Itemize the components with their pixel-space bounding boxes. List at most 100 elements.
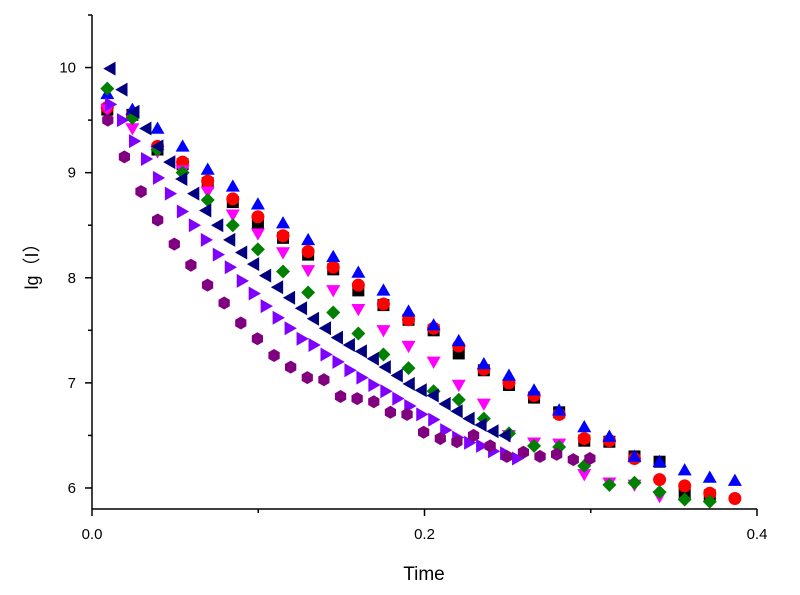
data-point xyxy=(200,186,215,199)
data-point xyxy=(140,151,154,166)
data-point xyxy=(320,347,333,362)
data-point xyxy=(260,299,273,314)
data-point xyxy=(118,150,130,164)
data-point xyxy=(368,377,381,392)
data-point xyxy=(534,449,546,463)
data-point xyxy=(390,368,403,383)
data-point xyxy=(152,213,164,227)
data-point xyxy=(368,395,380,409)
data-point xyxy=(235,316,247,330)
data-point xyxy=(226,192,240,206)
x-tick-label: 0.0 xyxy=(82,526,103,543)
data-point xyxy=(276,264,291,279)
data-point xyxy=(276,247,291,260)
data-point xyxy=(380,384,393,399)
data-point xyxy=(451,333,466,347)
data-point xyxy=(392,391,405,406)
data-point xyxy=(246,257,260,272)
data-point xyxy=(164,186,178,201)
data-point xyxy=(376,325,391,338)
data-point xyxy=(351,265,366,278)
data-point xyxy=(401,340,416,354)
x-tick-label: 0.2 xyxy=(414,526,435,543)
data-point xyxy=(201,278,214,292)
data-point xyxy=(248,286,261,301)
data-point xyxy=(652,485,667,500)
data-point xyxy=(464,435,477,450)
data-point xyxy=(376,297,390,311)
data-point xyxy=(476,398,491,411)
data-point xyxy=(276,229,290,243)
data-point xyxy=(551,447,563,461)
data-point xyxy=(627,449,642,462)
data-point xyxy=(451,379,466,392)
data-point xyxy=(567,453,579,467)
data-point xyxy=(517,445,529,459)
data-point xyxy=(378,360,391,375)
data-point xyxy=(334,390,347,403)
data-point xyxy=(467,428,480,442)
data-point xyxy=(168,237,180,251)
data-point xyxy=(268,349,280,362)
data-point xyxy=(135,185,147,199)
data-point xyxy=(163,155,176,170)
data-point xyxy=(125,123,140,136)
data-point xyxy=(115,82,128,97)
data-point xyxy=(702,494,717,509)
data-point xyxy=(652,454,667,467)
data-point xyxy=(199,203,212,218)
data-point xyxy=(376,283,391,296)
data-point xyxy=(451,435,463,449)
data-point xyxy=(128,134,142,149)
data-point xyxy=(222,232,236,247)
data-point xyxy=(577,469,592,482)
data-point xyxy=(426,356,441,369)
data-point xyxy=(301,371,313,385)
data-point xyxy=(627,475,642,490)
data-point xyxy=(276,216,291,229)
data-point xyxy=(416,407,429,422)
data-point xyxy=(332,354,345,369)
y-axis-label: lg（I） xyxy=(22,234,42,289)
data-point xyxy=(234,245,248,260)
data-point xyxy=(527,383,542,396)
x-tick-label: 0.4 xyxy=(747,526,768,543)
y-tick-label: 8 xyxy=(68,270,76,287)
data-point xyxy=(426,388,439,403)
data-point xyxy=(354,344,367,359)
data-point xyxy=(225,218,240,233)
data-point xyxy=(476,438,489,453)
data-point xyxy=(434,432,446,446)
data-point xyxy=(318,321,331,336)
data-point xyxy=(326,249,341,262)
data-point xyxy=(418,425,430,439)
data-point xyxy=(211,218,224,233)
data-point xyxy=(428,412,441,427)
data-point xyxy=(151,139,164,154)
data-point xyxy=(326,305,341,320)
data-point xyxy=(218,296,230,310)
data-point xyxy=(342,338,355,353)
data-point xyxy=(175,171,188,186)
data-point xyxy=(474,417,487,432)
data-point xyxy=(105,97,118,112)
data-point xyxy=(501,368,516,381)
data-point xyxy=(727,473,742,486)
data-point xyxy=(258,268,272,283)
data-point xyxy=(351,326,366,341)
series-black-squares xyxy=(101,103,716,502)
data-point xyxy=(200,232,214,247)
data-point xyxy=(296,331,309,346)
ticks: 0.0 0.2 0.4 6 7 8 9 10 xyxy=(59,14,768,543)
data-point xyxy=(356,370,369,385)
series-navy-triangles-left xyxy=(103,61,511,443)
data-point xyxy=(224,260,237,275)
data-point xyxy=(251,332,263,346)
data-point xyxy=(476,356,491,370)
data-point xyxy=(201,174,215,188)
y-tick-label: 7 xyxy=(68,375,76,392)
data-point xyxy=(451,392,466,407)
data-point xyxy=(139,121,152,136)
data-point xyxy=(351,304,366,317)
